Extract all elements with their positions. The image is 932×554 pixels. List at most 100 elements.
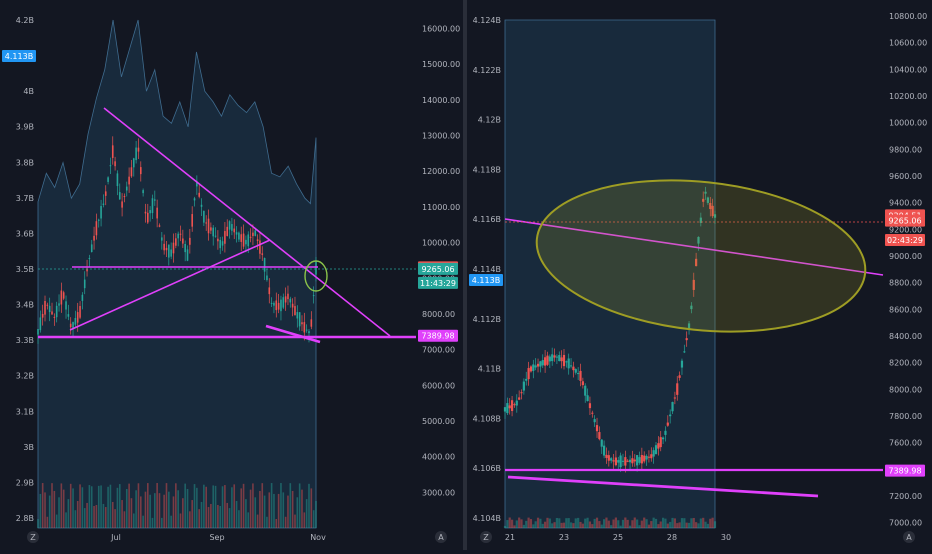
candle-body xyxy=(647,456,651,458)
y-left-tick-label: 4.104B xyxy=(473,514,501,523)
candle-body xyxy=(135,147,137,161)
candle-body xyxy=(55,305,58,318)
volume-bar xyxy=(125,488,128,528)
candle-body xyxy=(560,357,563,362)
descending-trendline xyxy=(103,107,391,337)
candle-body xyxy=(636,455,639,466)
candle-body xyxy=(555,356,559,358)
y-right-tick-label: 8000.00 xyxy=(889,385,922,394)
candle-body xyxy=(93,235,95,241)
candle-body xyxy=(574,369,577,373)
descending-trendline-right xyxy=(504,218,884,276)
volume-bar xyxy=(690,518,693,528)
volume-bar xyxy=(67,499,70,528)
volume-bar xyxy=(595,517,599,528)
y-right-tick-label: 10000.00 xyxy=(422,239,460,248)
volume-bar xyxy=(44,492,46,528)
candle-body xyxy=(522,381,525,391)
volume-bar xyxy=(151,517,154,528)
y-left-tick-label: 4.106B xyxy=(473,464,501,473)
candle-body xyxy=(308,331,310,334)
candle-body xyxy=(189,237,191,245)
y-right-tick-label: 12000.00 xyxy=(422,167,460,176)
y-right-tick-label: 7000.00 xyxy=(422,346,455,355)
y-left-tick-label: 2.8B xyxy=(16,514,34,523)
candle-body xyxy=(175,238,177,246)
left-chart-panel[interactable]: 4.2B4.1B4B3.9B3.8B3.7B3.6B3.5B3.4B3.3B3.… xyxy=(2,0,460,543)
volume-bar xyxy=(709,518,712,528)
candle-body xyxy=(144,211,147,214)
candle-body xyxy=(191,214,193,227)
volume-bar xyxy=(685,522,688,528)
volume-bar xyxy=(310,488,313,528)
candle-body xyxy=(104,191,107,196)
highlight-circle xyxy=(304,260,328,292)
volume-bar xyxy=(210,503,212,528)
volume-bar xyxy=(525,520,528,528)
volume-bar xyxy=(539,518,542,528)
volume-bar xyxy=(546,517,549,528)
volume-bar xyxy=(212,485,215,528)
volume-bar xyxy=(657,524,660,528)
left-auto-icon: A xyxy=(438,533,444,542)
right-y-axis-right[interactable]: 10800.00 10600.00 10400.00 10200.00 10000.00… xyxy=(889,12,927,528)
y-right-tick-label: 14000.00 xyxy=(422,96,460,105)
left-axis-marker-text: 4.113B xyxy=(472,276,500,285)
volume-bar xyxy=(678,522,681,528)
candle-body xyxy=(683,351,686,353)
y-left-tick-label: 4B xyxy=(23,87,34,96)
candle-body xyxy=(163,243,165,251)
right-zoom-button[interactable]: Z xyxy=(480,531,492,543)
volume-bar xyxy=(203,484,205,528)
candle-body xyxy=(671,402,674,412)
volume-bar xyxy=(544,521,547,528)
volume-bar xyxy=(235,501,238,528)
candle-body xyxy=(567,358,570,369)
volume-bar xyxy=(266,516,268,528)
candle-body xyxy=(605,454,608,458)
right-auto-button[interactable]: A xyxy=(903,531,915,543)
candle-body xyxy=(513,404,516,406)
volume-bar xyxy=(704,521,707,528)
price-label-text: 7389.98 xyxy=(888,467,921,476)
volume-bar xyxy=(588,521,592,528)
candle-body xyxy=(579,370,582,381)
highlight-ellipse xyxy=(535,179,867,333)
candle-body xyxy=(284,296,287,303)
y-left-tick-label: 3.7B xyxy=(16,194,34,203)
volume-bar xyxy=(506,520,509,528)
volume-bar xyxy=(104,507,107,528)
right-chart-panel[interactable]: 4.124B 4.122B 4.12B 4.118B 4.116B 4.114B 4.112… xyxy=(469,0,927,543)
y-left-tick-label: 4.122B xyxy=(473,66,501,75)
y-left-tick-label: 4.118B xyxy=(473,165,501,174)
candle-body xyxy=(165,247,168,251)
x-tick-label: Sep xyxy=(209,533,224,542)
y-right-tick-label: 11000.00 xyxy=(422,203,460,212)
candle-body xyxy=(170,249,172,257)
y-right-tick-label: 10000.00 xyxy=(889,119,927,128)
candle-body xyxy=(536,363,540,367)
candle-body xyxy=(508,405,511,409)
volume-bar xyxy=(520,519,523,528)
candle-body xyxy=(510,400,514,411)
left-auto-button[interactable]: A xyxy=(435,531,447,543)
volume-bar xyxy=(661,517,665,528)
candle-body xyxy=(633,459,636,462)
candle-body xyxy=(125,186,128,191)
y-right-tick-label: 9800.00 xyxy=(889,145,922,154)
volume-bar xyxy=(282,492,285,528)
left-zoom-button[interactable]: Z xyxy=(27,531,39,543)
y-right-tick-label: 10200.00 xyxy=(889,92,927,101)
volume-bar xyxy=(62,489,65,528)
volume-bar xyxy=(46,516,49,528)
x-tick-label: 28 xyxy=(667,533,677,542)
volume-bar xyxy=(598,521,601,528)
volume-bar xyxy=(259,490,261,528)
candle-body xyxy=(273,302,275,306)
price-label-text: 02:43:29 xyxy=(887,236,923,245)
volume-bar xyxy=(569,522,573,528)
candle-body xyxy=(598,432,601,440)
x-tick-label: Nov xyxy=(310,533,326,542)
volume-bar xyxy=(650,521,653,528)
